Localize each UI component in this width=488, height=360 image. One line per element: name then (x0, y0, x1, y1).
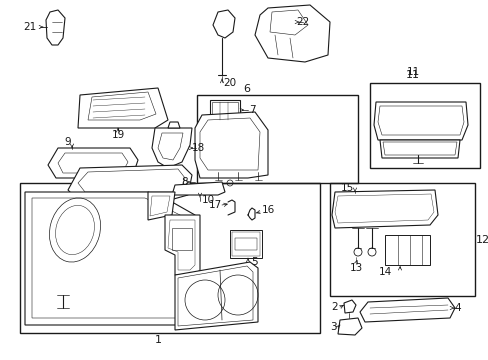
Polygon shape (46, 10, 65, 45)
Text: 19: 19 (111, 130, 124, 140)
Text: 11: 11 (405, 70, 419, 80)
Polygon shape (359, 298, 454, 322)
Bar (229, 230, 262, 258)
Text: 6: 6 (243, 84, 250, 94)
Polygon shape (172, 182, 224, 195)
Text: 8: 8 (182, 177, 188, 187)
Bar (384, 235, 429, 265)
Text: 3: 3 (329, 322, 336, 332)
Bar (172, 228, 192, 250)
Polygon shape (373, 102, 467, 140)
Text: 5: 5 (251, 257, 258, 267)
Text: 1: 1 (154, 335, 161, 345)
Polygon shape (78, 88, 168, 128)
Text: 21: 21 (23, 22, 37, 32)
Text: 9: 9 (64, 137, 71, 147)
Polygon shape (213, 10, 235, 38)
Polygon shape (25, 192, 200, 325)
Bar (329, 183, 474, 296)
Polygon shape (68, 165, 192, 200)
Polygon shape (148, 192, 175, 220)
Text: 4: 4 (454, 303, 460, 313)
Text: 20: 20 (223, 78, 236, 88)
Text: 15: 15 (340, 183, 353, 193)
Text: 7: 7 (248, 105, 255, 115)
Polygon shape (175, 262, 258, 330)
Polygon shape (164, 215, 200, 275)
Polygon shape (152, 128, 192, 168)
Bar (197, 95, 357, 183)
Bar (20, 183, 319, 333)
Text: 17: 17 (208, 200, 221, 210)
Polygon shape (254, 5, 329, 62)
Polygon shape (337, 318, 361, 335)
Text: 2: 2 (331, 302, 338, 312)
Polygon shape (343, 300, 355, 313)
Text: 18: 18 (191, 143, 204, 153)
Text: 13: 13 (348, 263, 362, 273)
Text: 10: 10 (201, 195, 214, 205)
Text: 22: 22 (296, 17, 309, 27)
Text: 12: 12 (475, 235, 488, 245)
Text: 16: 16 (261, 205, 274, 215)
Polygon shape (331, 190, 437, 228)
Bar (369, 83, 479, 168)
Polygon shape (168, 122, 180, 128)
Bar (209, 100, 240, 122)
Polygon shape (379, 140, 459, 158)
Bar (235, 238, 257, 250)
Polygon shape (195, 112, 267, 178)
Text: 11: 11 (406, 67, 419, 77)
Text: 14: 14 (378, 267, 391, 277)
Polygon shape (48, 148, 138, 178)
